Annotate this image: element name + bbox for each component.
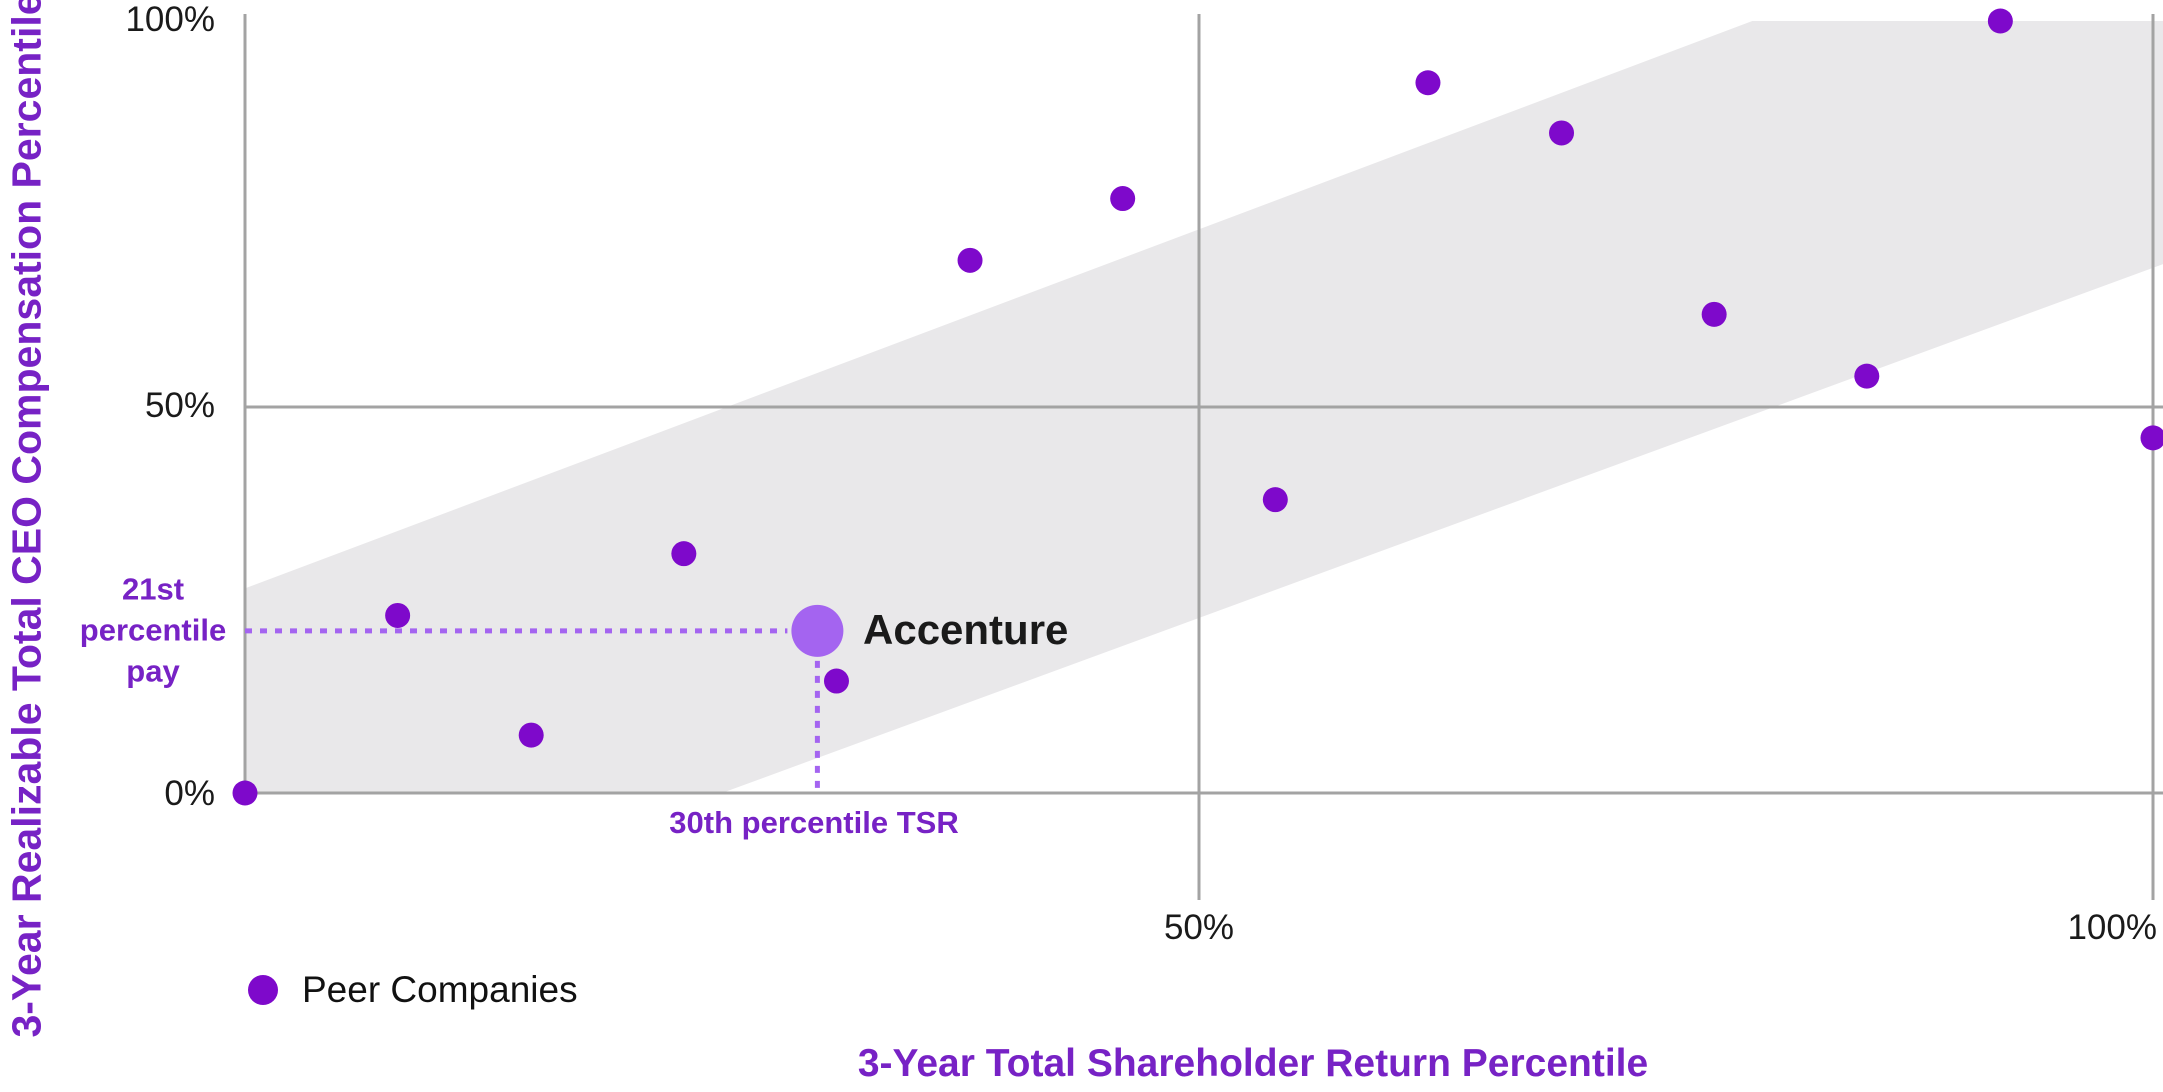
peer-company-data-point (823, 668, 849, 694)
x-tick-100: 100% (2067, 908, 2157, 947)
y-tick-50: 50% (144, 386, 215, 426)
peer-company-data-point (232, 780, 258, 806)
peer-company-data-point (957, 247, 983, 273)
peer-company-data-point (1987, 8, 2013, 34)
peer-company-data-point (671, 541, 697, 567)
peer-company-data-point (1110, 186, 1136, 212)
pay-percentile-annotation: 21st percentile pay (79, 571, 227, 689)
tsr-percentile-annotation: 30th percentile TSR (669, 805, 959, 840)
y-tick-0: 0% (164, 774, 215, 814)
peer-company-data-point (1415, 70, 1441, 96)
y-tick-100: 100% (125, 0, 215, 40)
x-tick-50: 50% (1163, 908, 1235, 947)
accenture-point-label: Accenture (863, 606, 1069, 654)
y-axis-title: 3-Year Realizable Total CEO Compensation… (3, 0, 50, 1038)
peer-company-data-point (1262, 487, 1288, 513)
legend: Peer Companies (248, 966, 578, 1014)
accenture-data-point (791, 604, 844, 657)
peer-company-data-point (518, 722, 544, 748)
peer-company-data-point (1854, 363, 1880, 389)
peer-companies-legend-marker (248, 975, 278, 1005)
peer-company-data-point (1701, 301, 1727, 327)
peer-companies-legend-label: Peer Companies (302, 969, 578, 1010)
peer-company-data-point (2140, 425, 2163, 451)
peer-company-data-point (385, 602, 411, 628)
x-axis-title: 3-Year Total Shareholder Return Percenti… (857, 1042, 1649, 1085)
peer-company-data-point (1549, 120, 1575, 146)
